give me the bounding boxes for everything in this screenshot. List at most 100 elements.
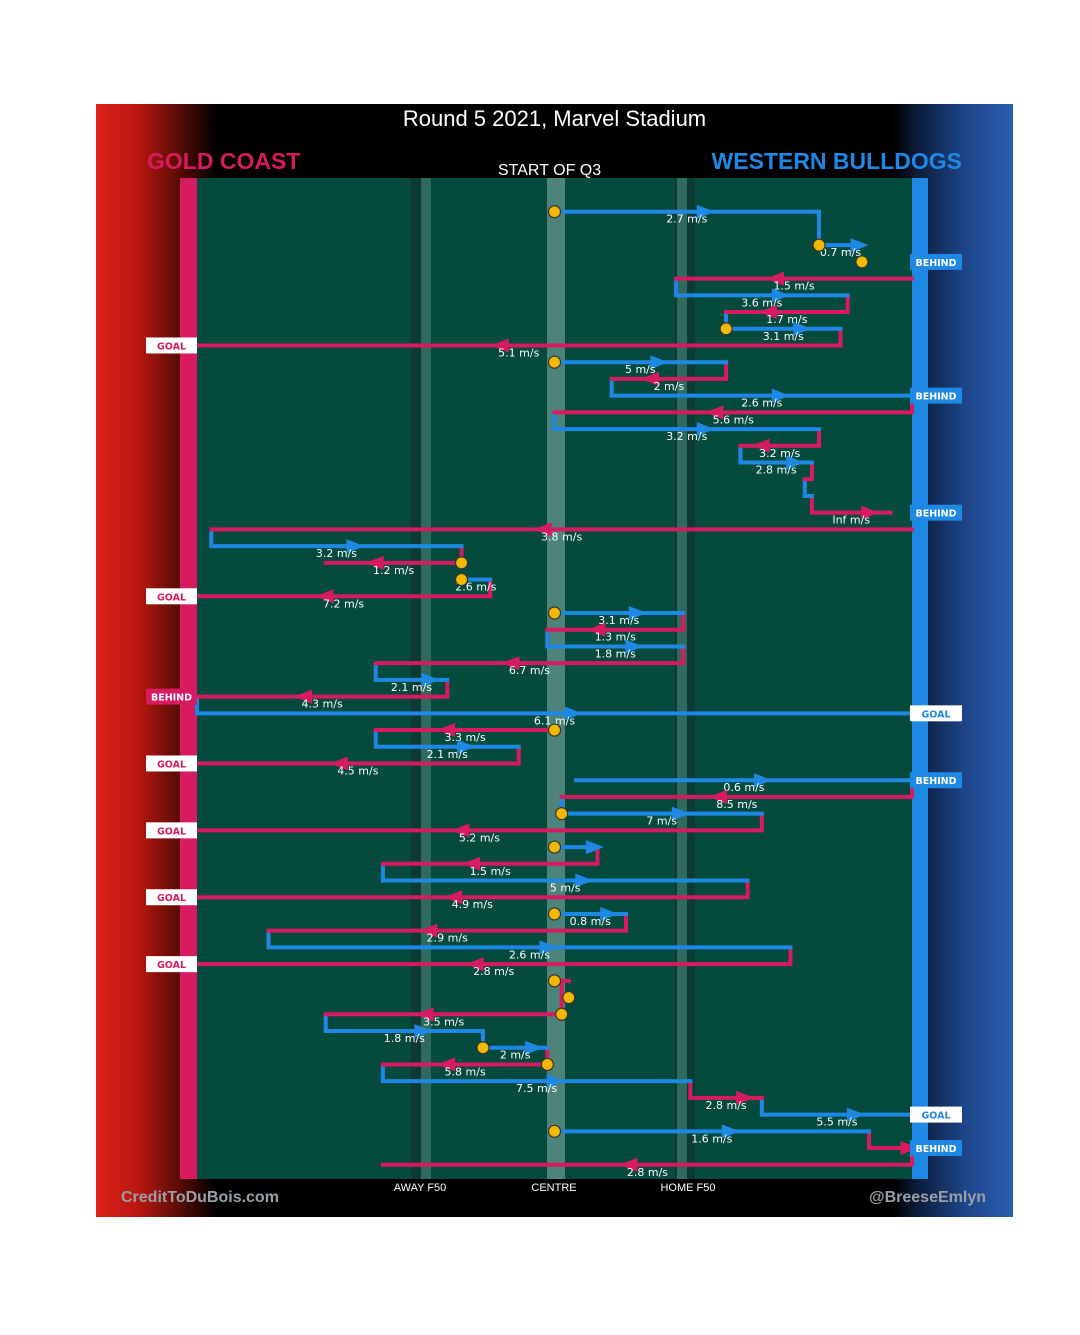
direction-arrow: [708, 789, 727, 804]
speed-label: 5 m/s: [550, 882, 581, 895]
credit-left: CreditToDuBois.com: [121, 1189, 279, 1206]
direction-arrow: [650, 355, 669, 370]
direction-arrow: [771, 388, 790, 403]
direction-arrow: [861, 505, 880, 520]
direction-arrow: [900, 1141, 919, 1156]
direction-arrow: [640, 371, 659, 386]
direction-arrow: [619, 1157, 638, 1172]
outcome-label: BEHIND: [915, 392, 956, 403]
speed-label: 1.8 m/s: [384, 1032, 425, 1045]
speed-label: 1.8 m/s: [595, 647, 636, 660]
speed-label: 5.8 m/s: [445, 1065, 486, 1078]
speed-label: 0.7 m/s: [820, 246, 861, 259]
direction-arrow: [462, 856, 481, 871]
outcome-label: BEHIND: [151, 693, 192, 704]
direction-arrow: [465, 957, 484, 972]
direction-arrow: [696, 204, 715, 219]
direction-arrow: [457, 739, 476, 754]
direction-arrow: [564, 706, 583, 721]
outcome-badge: [146, 588, 197, 605]
poster: Round 5 2021, Marvel Stadium GOLD COAST …: [96, 104, 1013, 1217]
stoppage-marker: [719, 322, 733, 336]
direction-arrow: [786, 455, 805, 470]
outcome-badge: [146, 688, 197, 705]
stoppage-marker: [555, 807, 569, 821]
outcome-label: GOAL: [921, 709, 950, 720]
direction-arrow: [758, 305, 777, 320]
speed-label: 3.1 m/s: [763, 330, 804, 343]
period-label: START OF Q3: [498, 162, 602, 179]
direction-arrow: [766, 271, 785, 286]
speed-label: 6.7 m/s: [509, 664, 550, 677]
direction-arrow: [437, 1057, 456, 1072]
direction-arrow: [501, 656, 520, 671]
speed-label: 2.6 m/s: [509, 948, 550, 961]
outcome-label: GOAL: [157, 341, 186, 352]
direction-arrow: [850, 238, 869, 253]
outcome-badge: [910, 253, 962, 270]
speed-label: 7.5 m/s: [516, 1082, 557, 1095]
stoppage-marker: [454, 572, 469, 587]
outcome-label: GOAL: [157, 893, 186, 904]
direction-arrow: [533, 522, 552, 537]
outcome-badge: [146, 337, 197, 354]
direction-arrow: [437, 723, 456, 738]
speed-label: 1.5 m/s: [773, 280, 814, 293]
speed-label: 2.1 m/s: [391, 681, 432, 694]
speed-label: 3.2 m/s: [759, 447, 800, 460]
stoppage-marker: [547, 723, 562, 737]
axis-tick-away-f50: AWAY F50: [393, 1182, 447, 1194]
speed-label: Inf m/s: [832, 514, 870, 527]
speed-label: 5.2 m/s: [459, 831, 500, 844]
chart-title: Round 5 2021, Marvel Stadium: [402, 106, 707, 131]
team-western-bulldogs: WESTERN BULLDOGS: [711, 148, 962, 174]
outcome-label: GOAL: [157, 592, 186, 603]
stoppage-marker: [547, 840, 562, 854]
credit-right: @BreeseEmlyn: [869, 1189, 986, 1206]
direction-arrow: [414, 1024, 433, 1038]
home-f50-line: [677, 178, 687, 1179]
direction-arrow: [705, 405, 724, 420]
outcome-badge: [910, 504, 962, 521]
direction-arrow: [294, 689, 313, 704]
outcome-label: GOAL: [921, 1111, 950, 1122]
speed-label: 2 m/s: [654, 380, 685, 393]
stoppage-marker: [454, 556, 469, 570]
direction-arrow: [525, 1040, 544, 1055]
outcome-badge: [146, 755, 197, 772]
outcome-label: BEHIND: [915, 258, 956, 269]
stoppage-marker: [547, 907, 562, 921]
speed-label: 1.7 m/s: [766, 313, 807, 326]
axis-tick-centre: CENTRE: [531, 1182, 577, 1194]
speed-label: 0.6 m/s: [723, 781, 764, 794]
direction-arrow: [421, 672, 440, 687]
speed-label: 7.2 m/s: [323, 597, 364, 610]
direction-arrow: [671, 806, 690, 821]
stoppage-marker: [540, 1057, 554, 1072]
speed-label: 8.5 m/s: [716, 798, 757, 811]
direction-arrow: [329, 756, 348, 771]
direction-arrow: [365, 555, 384, 570]
speed-label: 2.7 m/s: [666, 213, 707, 226]
speed-label: 3.2 m/s: [666, 430, 707, 443]
direction-arrow: [751, 438, 770, 453]
speed-label: 2.8 m/s: [706, 1099, 747, 1112]
direction-arrow: [793, 321, 812, 336]
outcome-badge: [910, 1106, 962, 1123]
speed-label: 3.1 m/s: [598, 614, 639, 627]
speed-label: 3.5 m/s: [423, 1015, 464, 1028]
outcome-badge: [146, 889, 197, 906]
direction-arrow: [846, 1107, 865, 1122]
direction-arrow: [771, 288, 790, 303]
speed-label: 7 m/s: [646, 815, 677, 828]
direction-arrow: [587, 622, 606, 637]
outcome-badge: [910, 387, 962, 404]
stoppage-marker: [547, 606, 562, 620]
direction-arrow: [490, 338, 509, 353]
outcome-label: GOAL: [157, 759, 186, 770]
speed-label: 2.1 m/s: [427, 748, 468, 761]
speed-label: 1.6 m/s: [691, 1132, 732, 1145]
outcome-badge: [146, 822, 197, 839]
direction-arrow: [539, 940, 558, 955]
speed-label: 3.3 m/s: [445, 731, 486, 744]
